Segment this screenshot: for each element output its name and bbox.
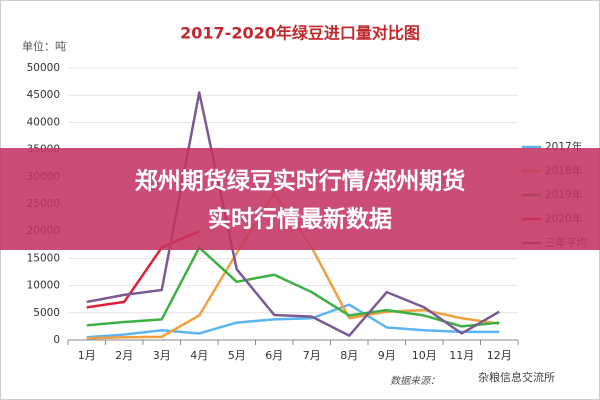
- banner: [0, 148, 600, 250]
- banner-text: 实时行情最新数据: [208, 206, 392, 233]
- source-name: 杂粮信息交流所: [478, 370, 555, 384]
- x-tick-label: 8月: [340, 349, 358, 362]
- y-tick-label: 10000: [27, 280, 60, 292]
- banner-text: 郑州期货绿豆实时行情/郑州期货: [135, 168, 465, 195]
- source-label: 数据来源：: [390, 375, 440, 387]
- x-tick-label: 7月: [303, 349, 321, 362]
- x-tick-label: 11月: [449, 349, 474, 362]
- x-tick-label: 10月: [412, 349, 437, 362]
- y-tick-label: 15000: [27, 252, 60, 264]
- y-tick-label: 45000: [27, 89, 60, 101]
- chart-title: 2017-2020年绿豆进口量对比图: [180, 24, 420, 43]
- x-tick-label: 5月: [228, 349, 246, 362]
- x-tick-label: 9月: [378, 349, 396, 362]
- y-tick-label: 50000: [27, 62, 60, 74]
- series-line: [86, 246, 500, 328]
- x-tick-label: 2月: [115, 349, 133, 362]
- y-tick-label: 40000: [27, 116, 60, 128]
- series-line: [86, 91, 500, 337]
- x-tick-label: 12月: [487, 349, 512, 362]
- x-tick-label: 4月: [190, 349, 208, 362]
- unit-label: 单位：吨: [22, 39, 66, 53]
- y-tick-label: 0: [53, 334, 60, 346]
- series-line: [86, 303, 500, 339]
- x-tick-label: 3月: [153, 349, 171, 362]
- x-tick-label: 6月: [265, 349, 283, 362]
- x-tick-label: 1月: [78, 349, 96, 362]
- y-tick-label: 5000: [33, 307, 60, 319]
